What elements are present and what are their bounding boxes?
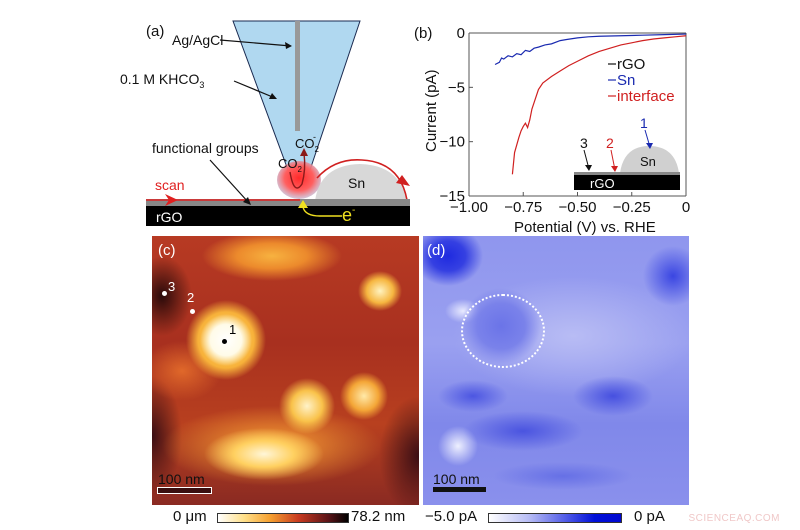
series-Sn [494, 33, 687, 66]
x-tick-label: −0.50 [559, 199, 597, 216]
rgo-substrate [146, 206, 410, 226]
inset-sn-particle [620, 146, 679, 173]
x-tick-label: −1.00 [450, 199, 488, 216]
point-2-label: 2 [187, 290, 195, 305]
panel-a-schematic: (a) Ag/AgCl 0.1 M KHCO3 functional group… [120, 20, 410, 226]
legend: rGO Sn interface [608, 56, 675, 105]
y-tick-label: −5 [448, 79, 465, 96]
co2-product-label: CO2- [295, 132, 320, 154]
inset-point-3: 3 [580, 135, 588, 151]
panel-d-label: (d) [427, 242, 446, 259]
inset-schematic: rGO Sn 1 2 3 [574, 115, 680, 191]
arrowhead-icon [396, 175, 410, 186]
series-interface [511, 35, 687, 175]
scale-bar [157, 487, 212, 494]
point-3-marker [162, 291, 167, 296]
legend-rgo: rGO [617, 56, 645, 73]
panel-d-current-map: (d) 100 nm [423, 236, 689, 505]
arrowhead-icon [646, 143, 653, 149]
panel-c-topography-map: (c) 3 2 1 100 nm [152, 236, 419, 505]
colorbar-c [217, 513, 349, 523]
reaction-zone [277, 161, 321, 199]
scan-label: scan [155, 177, 185, 193]
sn-particle-outline [461, 294, 545, 368]
x-tick-label: −0.75 [504, 199, 542, 216]
inset-rgo [574, 175, 680, 190]
co2-loop-arrow-icon [289, 152, 306, 189]
functional-groups-pointer [209, 159, 250, 204]
co2-reactant-label: CO2 [278, 156, 303, 174]
point-3-label: 3 [168, 279, 176, 294]
ag-agcl-label: Ag/AgCl [172, 32, 223, 48]
sn-label: Sn [348, 175, 365, 191]
arrowhead-icon [300, 148, 308, 156]
arrowhead-icon [269, 93, 277, 99]
inset-functional-layer [574, 172, 680, 175]
legend-sn: Sn [617, 72, 635, 89]
scale-bar [433, 487, 486, 492]
functional-layer [146, 199, 410, 206]
arrowhead-icon [585, 165, 592, 171]
arrowhead-icon [243, 197, 251, 205]
panel-a-label: (a) [146, 23, 164, 40]
x-axis-label: Potential (V) vs. RHE [514, 219, 656, 236]
inset-point-2: 2 [606, 135, 614, 151]
colorbar-c-max-label: 78.2 nm [351, 508, 406, 525]
electron-label: e- [342, 205, 355, 225]
chart-series [494, 33, 687, 175]
panel-b-label: (b) [414, 25, 432, 42]
arrowhead-icon [611, 166, 618, 172]
watermark: SCIENCEAQ.COM [688, 513, 780, 524]
point-1-label: 1 [229, 322, 237, 337]
x-tick-label: −0.25 [613, 199, 651, 216]
panel-c-label: (c) [158, 242, 176, 259]
point-2-marker [190, 309, 195, 314]
electrolyte-label: 0.1 M KHCO3 [120, 71, 204, 90]
x-tick-label: 0 [682, 199, 690, 216]
functional-groups-label: functional groups [152, 140, 259, 156]
scale-bar-label: 100 nm [158, 471, 205, 487]
legend-interface: interface [617, 88, 675, 105]
electron-path [302, 206, 342, 217]
point-1-marker [222, 339, 227, 344]
panel-b-chart: (b) −1.00 −0.75 −0.50 −0.25 0 0 −5 −10 −15 rGO S… [414, 25, 691, 236]
sn-particle [315, 164, 407, 201]
inset-point-1: 1 [640, 115, 648, 131]
y-tick-label: −10 [440, 134, 465, 151]
colorbar-d-min-label: −5.0 pA [425, 508, 478, 525]
inset-rgo-label: rGO [590, 176, 615, 191]
electron-arrow-icon [298, 200, 308, 208]
electrolyte-pointer [233, 80, 276, 99]
y-axis-label: Current (pA) [423, 69, 440, 152]
inset-sn-label: Sn [640, 154, 656, 169]
colorbar-d-max-label: 0 pA [634, 508, 665, 525]
arrowhead-icon [285, 42, 292, 49]
axis-ticks: −1.00 −0.75 −0.50 −0.25 0 0 −5 −10 −15 [440, 25, 691, 216]
y-tick-label: 0 [457, 25, 465, 42]
colorbar-c-min-label: 0 μm [173, 508, 207, 525]
y-tick-label: −15 [440, 188, 465, 205]
electrode-pointer [219, 39, 292, 47]
scan-arrow-icon [165, 194, 178, 206]
ag-agcl-electrode [295, 21, 300, 131]
scale-bar-label: 100 nm [433, 471, 480, 487]
colorbar-d [488, 513, 622, 523]
rgo-label: rGO [156, 209, 183, 225]
